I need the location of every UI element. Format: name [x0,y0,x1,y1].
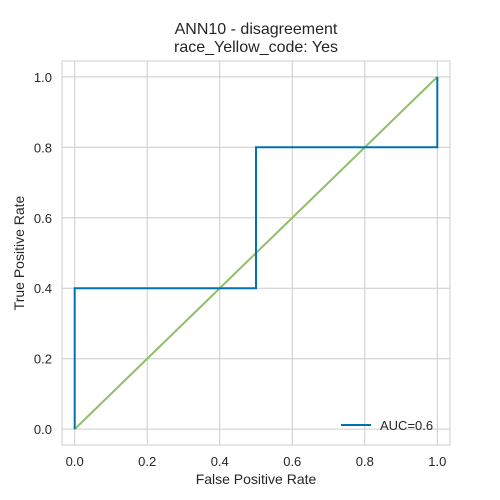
x-tick-label: 1.0 [428,454,446,469]
y-tick-label: 0.8 [34,140,52,155]
chart-subtitle: race_Yellow_code: Yes [174,39,338,56]
tick-labels: 0.0 0.2 0.4 0.6 0.8 1.0 0.0 0.2 0.4 0.6 0.8 1.0 [34,70,446,469]
x-axis-label: False Positive Rate [196,471,317,487]
y-axis-label: True Positive Rate [11,195,27,310]
chart-title: ANN10 - disagreement [175,21,338,38]
y-tick-label: 0.4 [34,281,52,296]
x-tick-label: 0.2 [138,454,156,469]
plot-frame [61,60,451,446]
y-tick-label: 0.6 [34,211,52,226]
y-tick-label: 1.0 [34,70,52,85]
legend-label-auc: AUC=0.6 [380,418,433,433]
x-tick-label: 0.0 [66,454,84,469]
x-tick-label: 0.6 [283,454,301,469]
series-layer [73,76,439,430]
y-tick-label: 0.0 [34,422,52,437]
x-tick-label: 0.4 [211,454,229,469]
y-tick-label: 0.2 [34,352,52,367]
roc-curve-line [73,76,439,430]
legend: AUC=0.6 [341,418,433,433]
x-tick-label: 0.8 [356,454,374,469]
